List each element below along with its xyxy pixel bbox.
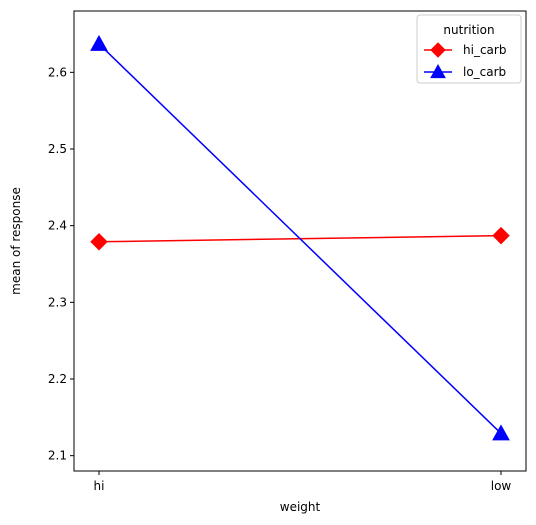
- legend-label-lo_carb: lo_carb: [463, 65, 506, 79]
- series-layer: [90, 34, 510, 441]
- legend-entries: hi_carb lo_carb: [424, 42, 506, 79]
- legend-label-hi_carb: hi_carb: [463, 43, 506, 57]
- y-axis-label: mean of response: [9, 187, 23, 295]
- y-tick-label: 2.6: [48, 65, 67, 79]
- series-line-lo_carb: [98, 43, 502, 434]
- legend-marker-lo_carb: [430, 63, 446, 79]
- x-axis: hi low: [94, 471, 512, 493]
- y-tick-label: 2.1: [48, 449, 67, 463]
- legend-title: nutrition: [443, 23, 494, 37]
- data-point-lo_carb: [492, 424, 510, 441]
- y-tick-label: 2.4: [48, 219, 67, 233]
- data-point-hi_carb: [90, 233, 108, 251]
- data-point-hi_carb: [492, 226, 510, 245]
- y-axis: 2.1 2.2 2.3 2.4 2.5 2.6: [48, 65, 74, 463]
- y-tick-label: 2.2: [48, 372, 67, 386]
- x-tick-label: hi: [94, 479, 105, 493]
- legend: nutrition hi_carb lo_carb: [416, 14, 522, 84]
- data-point-lo_carb: [90, 34, 108, 51]
- legend-marker-hi_carb: [430, 42, 446, 58]
- x-tick-label: low: [491, 479, 512, 493]
- legend-box: [416, 14, 522, 84]
- y-tick-label: 2.3: [48, 295, 67, 309]
- y-tick-label: 2.5: [48, 142, 67, 156]
- x-axis-label: weight: [280, 500, 321, 514]
